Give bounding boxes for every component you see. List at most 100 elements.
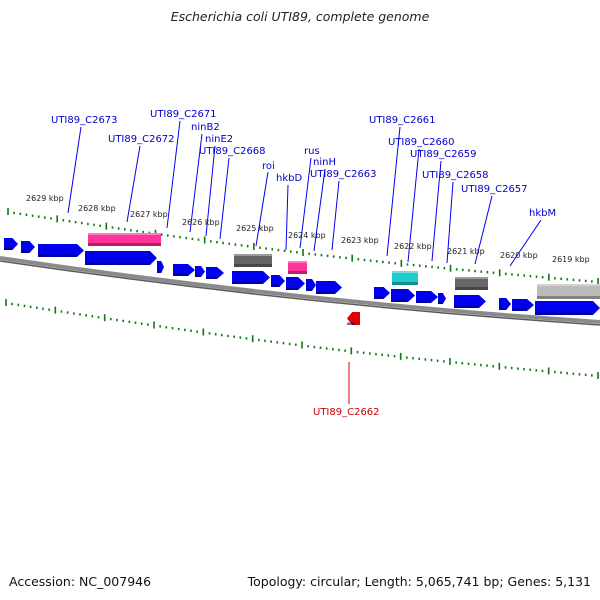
- lower-tick-mark: [313, 345, 316, 349]
- pink-feature: [88, 233, 161, 246]
- lower-tick-mark: [208, 332, 211, 335]
- gene-label: UTI89_C2660: [388, 137, 455, 148]
- lower-tick-mark: [48, 308, 50, 311]
- lower-tick-mark: [554, 370, 556, 374]
- forward-gene-arrow: [4, 238, 18, 250]
- gene-label: hkbM: [529, 208, 556, 219]
- lower-tick-mark: [97, 316, 100, 319]
- leader-line: [431, 160, 442, 262]
- upper-tick-mark: [50, 217, 52, 220]
- genome-summary: Topology: circular; Length: 5,065,741 bp…: [247, 574, 591, 589]
- lower-tick-mark: [412, 356, 414, 360]
- lower-tick-mark: [461, 362, 464, 365]
- upper-tick-mark: [74, 220, 77, 224]
- upper-tick-mark: [339, 256, 341, 259]
- upper-tick-mark: [486, 271, 489, 274]
- kbp-tick-label: 2620 kbp: [500, 251, 538, 260]
- upper-tick-mark: [578, 279, 581, 282]
- lower-tick-mark: [221, 333, 223, 337]
- upper-tick-mark: [461, 268, 464, 272]
- lower-tick-mark: [60, 310, 63, 313]
- gene-label: UTI89_C2661: [369, 115, 436, 126]
- upper-tick-mark: [68, 220, 71, 223]
- gene-label: UTI89_C2659: [410, 149, 477, 160]
- pink-feature: [288, 261, 307, 274]
- gene-label: ninB2: [191, 122, 220, 133]
- lower-tick-mark: [73, 312, 75, 315]
- leader-line: [509, 219, 542, 267]
- lower-tick-mark: [42, 307, 44, 310]
- upper-tick-mark: [93, 223, 95, 227]
- upper-tick-mark: [326, 254, 329, 258]
- upper-tick-mark: [259, 246, 261, 249]
- lower-tick-mark: [338, 348, 340, 352]
- lower-tick-mark: [418, 357, 420, 361]
- kbp-tick-label: 2624 kbp: [288, 231, 326, 240]
- upper-tick-mark: [566, 278, 569, 281]
- genome-title: Escherichia coli UTI89, complete genome: [170, 9, 430, 24]
- forward-gene-arrow: [306, 279, 316, 291]
- lower-tick-mark: [251, 335, 254, 343]
- upper-tick-mark: [283, 249, 286, 252]
- lower-tick-mark: [11, 302, 13, 306]
- forward-gene-arrow: [173, 264, 195, 276]
- lower-tick-mark: [91, 315, 94, 318]
- lower-tick-mark: [399, 352, 402, 360]
- kbp-tick-label: 2629 kbp: [26, 194, 64, 203]
- lower-tick-mark: [424, 358, 427, 361]
- upper-tick-mark: [357, 258, 360, 261]
- forward-gene-arrow: [195, 266, 205, 277]
- forward-gene-arrow: [512, 299, 534, 311]
- upper-tick-mark: [449, 264, 452, 272]
- lower-tick-mark: [325, 347, 328, 350]
- upper-tick-mark: [498, 269, 501, 277]
- lower-tick-mark: [264, 339, 266, 343]
- lower-tick-mark: [541, 369, 544, 373]
- upper-tick-mark: [62, 219, 65, 222]
- upper-tick-mark: [19, 212, 22, 216]
- upper-tick-mark: [455, 268, 458, 271]
- kbp-tick-label: 2626 kbp: [182, 218, 220, 227]
- upper-tick-mark: [136, 229, 138, 233]
- gene-labels: UTI89_C2673UTI89_C2671UTI89_C2672ninB2ni…: [51, 109, 556, 418]
- lower-tick-mark: [17, 303, 20, 307]
- gene-features: [4, 233, 600, 325]
- lower-tick-mark: [196, 330, 198, 333]
- upper-tick-mark: [572, 278, 575, 282]
- lower-tick-mark: [436, 359, 439, 362]
- upper-tick-mark: [554, 277, 556, 280]
- upper-tick-mark: [179, 235, 181, 239]
- lower-tick-mark: [23, 304, 26, 308]
- lower-tick-mark: [504, 366, 507, 369]
- lower-tick-mark: [449, 357, 451, 365]
- upper-tick-mark: [535, 275, 538, 278]
- upper-tick-mark: [517, 273, 519, 277]
- lower-tick-mark: [362, 351, 365, 354]
- upper-tick-mark: [529, 274, 532, 278]
- lower-tick-mark: [529, 368, 531, 371]
- kbp-tick-label: 2623 kbp: [341, 236, 379, 245]
- upper-tick-mark: [332, 255, 335, 258]
- upper-tick-mark: [289, 250, 292, 253]
- upper-tick-mark: [44, 216, 46, 219]
- upper-tick-mark: [265, 247, 267, 250]
- kbp-tick-label: 2622 kbp: [394, 242, 432, 251]
- lower-tick-mark: [282, 341, 285, 345]
- gene-label: rus: [304, 146, 320, 157]
- lower-tick-mark: [486, 364, 488, 367]
- upper-tick-mark: [191, 237, 194, 241]
- upper-tick-mark: [548, 273, 550, 281]
- upper-tick-mark: [584, 279, 587, 283]
- lower-tick-mark: [597, 372, 599, 379]
- upper-tick-mark: [117, 227, 120, 230]
- upper-tick-mark: [253, 242, 255, 250]
- forward-gene-arrow: [374, 287, 390, 299]
- gene-label: UTI89_C2663: [310, 169, 377, 180]
- upper-tick-mark: [406, 263, 409, 266]
- lower-tick-mark: [572, 372, 575, 375]
- forward-gene-arrow: [38, 244, 84, 257]
- forward-gene-arrow: [499, 298, 511, 310]
- upper-tick-mark: [277, 248, 280, 252]
- leader-line: [219, 157, 230, 240]
